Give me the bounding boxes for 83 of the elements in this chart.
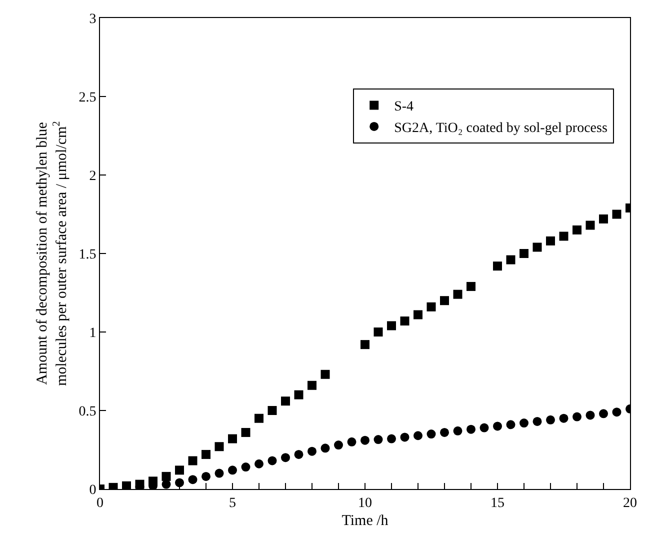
point bbox=[426, 430, 436, 439]
point bbox=[162, 480, 171, 489]
point bbox=[175, 466, 184, 475]
point bbox=[214, 468, 224, 478]
point bbox=[493, 422, 502, 431]
point bbox=[281, 453, 290, 462]
point bbox=[572, 412, 582, 422]
point bbox=[546, 415, 555, 424]
x-tick-label: 15 bbox=[490, 496, 504, 511]
point bbox=[466, 282, 476, 291]
point bbox=[360, 340, 370, 350]
point bbox=[320, 444, 330, 453]
point bbox=[188, 475, 198, 484]
point bbox=[374, 328, 383, 336]
x-axis-title: Time /h bbox=[342, 512, 389, 529]
point bbox=[281, 396, 290, 406]
point bbox=[254, 459, 264, 468]
point bbox=[546, 236, 555, 246]
point bbox=[334, 440, 343, 450]
x-tick-label: 10 bbox=[358, 496, 372, 511]
point bbox=[241, 462, 250, 472]
point bbox=[360, 436, 370, 445]
point bbox=[599, 214, 608, 224]
x-tick-label: 20 bbox=[623, 496, 637, 511]
point bbox=[440, 296, 449, 306]
y-tick-label: 1.5 bbox=[78, 247, 96, 262]
point bbox=[214, 442, 224, 452]
y-tick-label: 1 bbox=[89, 326, 96, 341]
legend-label: S-4 bbox=[394, 100, 414, 115]
point bbox=[320, 370, 330, 379]
point bbox=[135, 480, 144, 489]
point bbox=[162, 472, 171, 481]
point bbox=[559, 232, 568, 241]
point bbox=[453, 426, 462, 436]
point bbox=[414, 310, 422, 320]
point bbox=[268, 456, 277, 466]
point bbox=[294, 450, 304, 459]
point bbox=[400, 432, 410, 442]
point bbox=[400, 316, 410, 326]
point bbox=[586, 220, 595, 230]
point bbox=[599, 409, 608, 418]
point bbox=[612, 408, 622, 417]
point bbox=[426, 302, 436, 312]
point bbox=[202, 472, 210, 481]
point bbox=[387, 434, 396, 444]
point bbox=[506, 255, 516, 264]
point bbox=[175, 478, 184, 488]
point bbox=[532, 416, 542, 426]
y-tick-label: 2 bbox=[89, 168, 96, 184]
point bbox=[188, 456, 198, 466]
point bbox=[268, 406, 277, 415]
point bbox=[586, 410, 595, 420]
point bbox=[347, 437, 356, 446]
point bbox=[506, 420, 516, 430]
point bbox=[308, 446, 316, 456]
point bbox=[148, 476, 158, 486]
y-tick-label: 3 bbox=[89, 12, 96, 27]
point bbox=[612, 210, 622, 219]
y-tick-label: 0 bbox=[89, 482, 96, 498]
point bbox=[374, 435, 383, 444]
y-tick-label: 2.5 bbox=[78, 90, 96, 106]
point bbox=[202, 450, 210, 459]
point bbox=[241, 428, 250, 437]
point bbox=[294, 390, 304, 400]
point bbox=[308, 380, 316, 390]
point bbox=[254, 414, 264, 423]
point bbox=[453, 290, 462, 299]
point bbox=[520, 249, 528, 258]
point bbox=[572, 225, 582, 234]
point bbox=[559, 414, 568, 423]
point bbox=[520, 418, 528, 428]
point bbox=[466, 424, 476, 434]
legend-label: SG2A, TiO₂ coated by sol-gel process bbox=[394, 120, 608, 136]
x-tick-label: 5 bbox=[229, 496, 236, 511]
point bbox=[414, 431, 422, 440]
y-tick-label: 0.5 bbox=[78, 404, 96, 420]
point bbox=[493, 262, 502, 271]
point bbox=[440, 428, 449, 437]
point bbox=[480, 423, 489, 432]
point bbox=[532, 242, 542, 252]
point bbox=[387, 321, 396, 330]
point bbox=[228, 434, 237, 444]
point bbox=[228, 466, 237, 475]
